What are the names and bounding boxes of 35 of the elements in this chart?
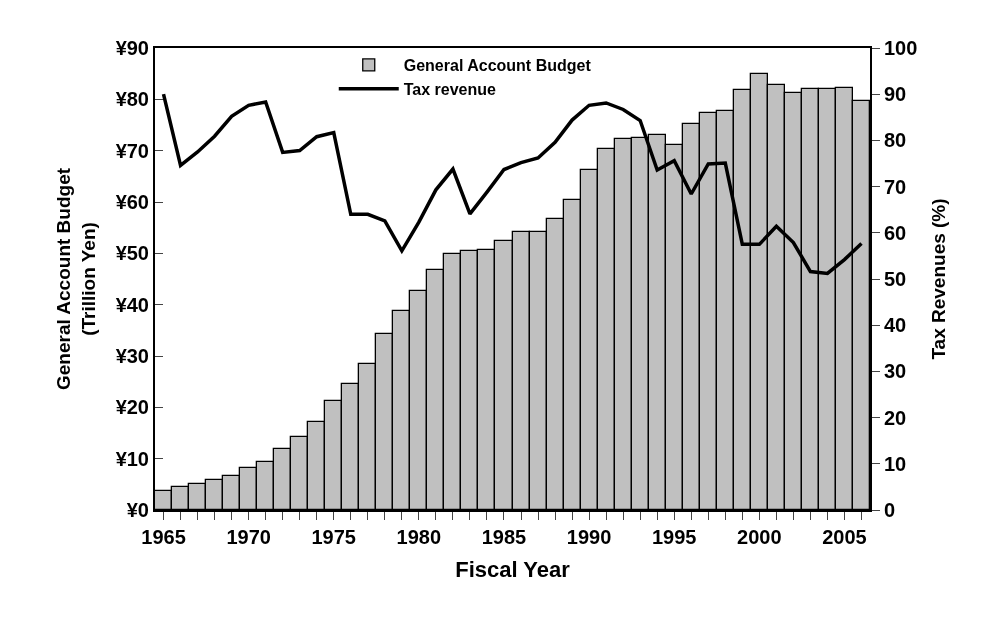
y2-tick-label: 30 [884, 360, 907, 383]
y-tick-label: ¥40 [115, 293, 149, 316]
x-tick-label: 1975 [311, 526, 356, 548]
y2-tick-label: 10 [884, 452, 907, 475]
x-tick-label: 1965 [141, 526, 186, 548]
y-tick-label: ¥70 [115, 139, 149, 162]
legend-label: General Account Budget [403, 57, 592, 75]
y2-tick-label: 80 [884, 129, 907, 152]
y-tick-label: ¥30 [115, 345, 149, 367]
y2-tick-label: 0 [884, 499, 896, 521]
y2-tick-label: 60 [884, 221, 907, 244]
x-tick-label: 1980 [396, 526, 442, 548]
x-tick-label: 2000 [737, 526, 782, 548]
y2-tick-label: 90 [884, 83, 907, 106]
y2-tick-label: 100 [884, 37, 918, 59]
y2-axis-title: Tax Revenues (%) [927, 198, 949, 360]
y2-tick-label: 50 [884, 268, 907, 290]
y-tick-label: ¥80 [115, 88, 149, 111]
x-tick-label: 1995 [651, 526, 697, 548]
y-tick-label: ¥60 [115, 191, 149, 213]
y2-tick-label: 70 [884, 175, 907, 198]
legend-label: Tax revenue [403, 80, 497, 98]
y-axis-title: General Account Budget (Trillion Yen) [53, 167, 99, 391]
x-tick-label: 1985 [481, 526, 527, 548]
y-tick-label: ¥10 [115, 447, 149, 470]
y-tick-label: ¥0 [126, 499, 149, 521]
y-tick-label: ¥20 [115, 396, 149, 419]
x-tick-label: 1990 [566, 526, 612, 548]
y-tick-label: ¥90 [115, 37, 149, 59]
x-tick-label: 1970 [226, 526, 271, 548]
y2-tick-label: 40 [884, 314, 907, 337]
x-tick-label: 2005 [822, 526, 867, 548]
x-axis-title: Fiscal Year [455, 557, 571, 583]
y-tick-label: ¥50 [115, 242, 149, 265]
y2-tick-label: 20 [884, 406, 907, 429]
